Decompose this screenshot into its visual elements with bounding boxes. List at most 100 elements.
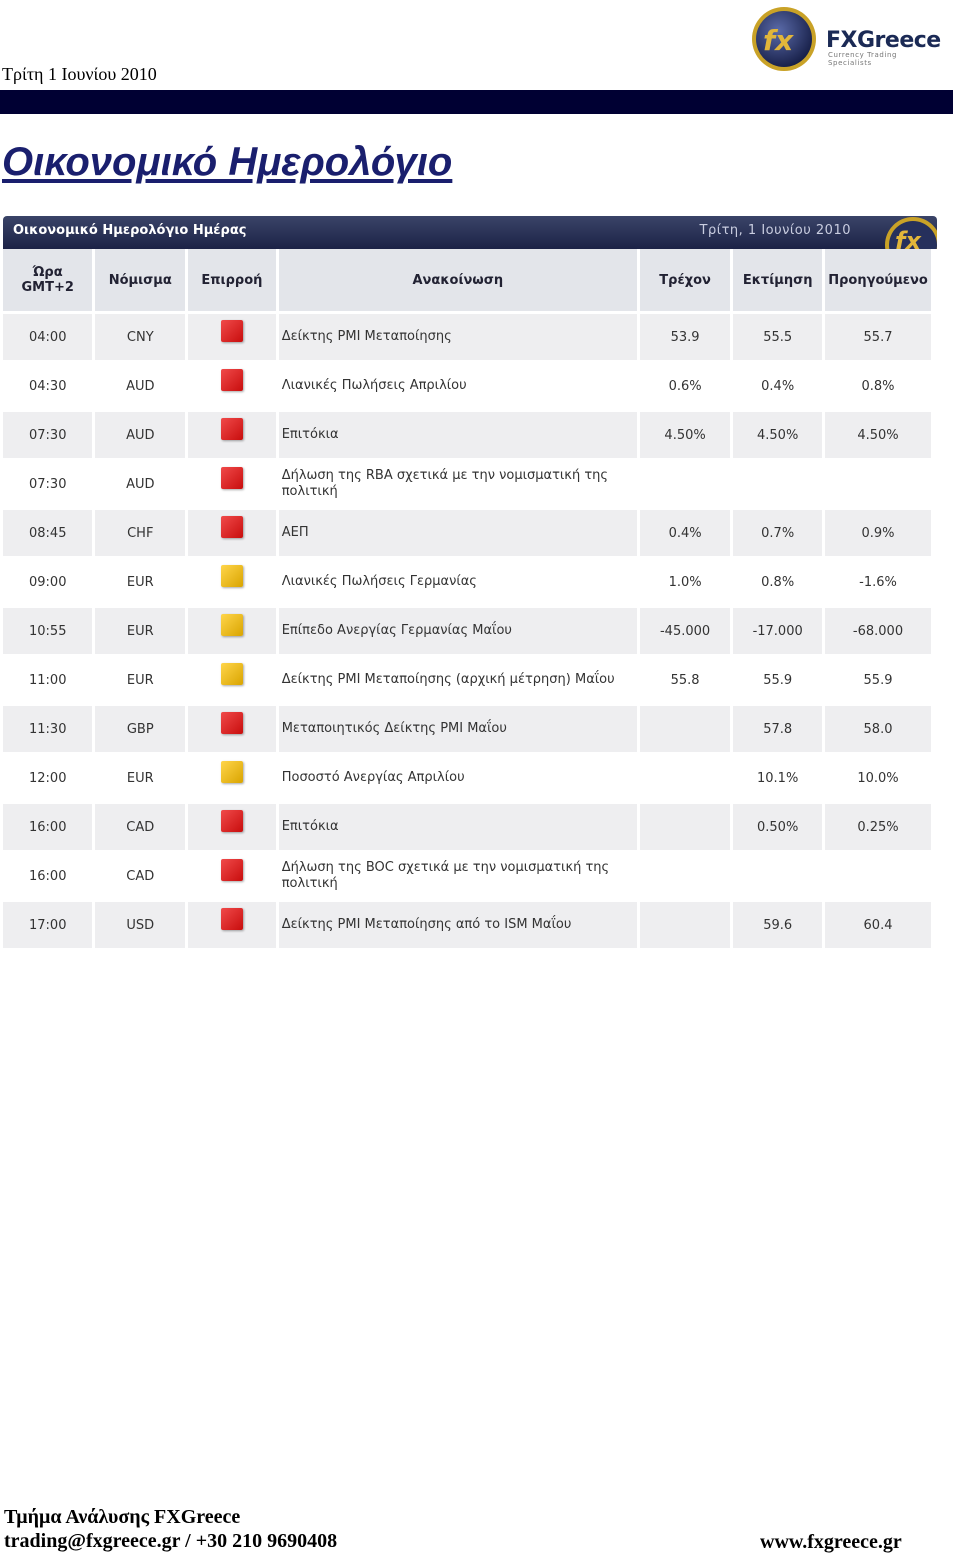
event-currency: EUR [95, 559, 186, 608]
event-currency: CAD [95, 804, 186, 853]
event-time: 16:00 [3, 853, 93, 902]
event-currency: AUD [95, 363, 186, 412]
calendar-rows: 04:00 CNY Δείκτης PMI Μεταποίησης 53.9 55.5 5… [3, 314, 931, 951]
event-currency: EUR [95, 755, 186, 804]
event-forecast: 4.50% [733, 412, 823, 461]
event-time: 17:00 [3, 902, 93, 951]
calendar-table: Ώρα GMT+2 Νόμισμα Επιρροή Ανακοίνωση Τρέ… [0, 249, 934, 951]
event-previous: 55.9 [825, 657, 931, 706]
event-forecast: -17.000 [733, 608, 823, 657]
table-row: 11:30 GBP Μεταποιητικός Δείκτης PMI Μαΐου 5… [3, 706, 931, 755]
event-currency: EUR [95, 608, 186, 657]
high-impact-icon [220, 859, 243, 881]
event-forecast [733, 853, 823, 902]
high-impact-icon [220, 908, 243, 930]
event-impact [188, 902, 276, 951]
svg-text:fx: fx [895, 227, 922, 249]
event-announcement: Λιανικές Πωλήσεις Απριλίου [278, 363, 637, 412]
event-impact [188, 657, 276, 706]
event-announcement: Ποσοστό Ανεργίας Απριλίου [278, 755, 637, 804]
medium-impact-icon [220, 761, 243, 783]
table-row: 09:00 EUR Λιανικές Πωλήσεις Γερμανίας 1.0% 0… [3, 559, 931, 608]
event-announcement: Δείκτης PMI Μεταποίησης (αρχική μέτρηση)… [278, 657, 637, 706]
event-impact [188, 559, 276, 608]
col-currency-header: Νόμισμα [95, 249, 186, 314]
medium-impact-icon [220, 663, 243, 685]
event-time: 12:00 [3, 755, 93, 804]
event-forecast: 0.4% [733, 363, 823, 412]
event-time: 16:00 [3, 804, 93, 853]
event-currency: GBP [95, 706, 186, 755]
col-previous-header: Προηγούμενο [825, 249, 931, 314]
event-impact [188, 755, 276, 804]
table-row: 04:30 AUD Λιανικές Πωλήσεις Απριλίου 0.6% 0.… [3, 363, 931, 412]
event-actual: 53.9 [639, 314, 731, 363]
high-impact-icon [220, 810, 243, 832]
event-previous: -1.6% [825, 559, 931, 608]
event-impact [188, 706, 276, 755]
table-row: 07:30 AUD Επιτόκια 4.50% 4.50% 4.50% [3, 412, 931, 461]
event-forecast: 0.7% [733, 510, 823, 559]
event-time: 08:45 [3, 510, 93, 559]
event-previous [825, 853, 931, 902]
fxgreece-logo: fx FXGreece Currency Trading Specialists [750, 4, 941, 74]
footer-contact: trading@fxgreece.gr / +30 210 9690408 [4, 1530, 338, 1552]
event-time: 10:55 [3, 608, 93, 657]
event-time: 09:00 [3, 559, 93, 608]
col-time-label: Ώρα [32, 265, 63, 280]
calendar-banner-title: Οικονομικό Ημερολόγιο Ημέρας [13, 223, 247, 238]
event-announcement: Δήλωση της BOC σχετικά με την νομισματικ… [278, 853, 637, 902]
event-impact [188, 510, 276, 559]
event-actual: -45.000 [639, 608, 731, 657]
col-announcement-header: Ανακοίνωση [278, 249, 637, 314]
table-row: 11:00 EUR Δείκτης PMI Μεταποίησης (αρχική … [3, 657, 931, 706]
table-row: 12:00 EUR Ποσοστό Ανεργίας Απριλίου 10.1% 10… [3, 755, 931, 804]
fx-emblem-icon: fx [752, 7, 816, 71]
event-forecast [733, 461, 823, 510]
calendar-banner: Οικονομικό Ημερολόγιο Ημέρας Τρίτη, 1 Ιο… [3, 216, 937, 249]
event-impact [188, 412, 276, 461]
event-actual [639, 755, 731, 804]
col-actual-header: Τρέχον [639, 249, 731, 314]
event-announcement: Λιανικές Πωλήσεις Γερμανίας [278, 559, 637, 608]
event-currency: AUD [95, 461, 186, 510]
event-announcement: Δήλωση της RBA σχετικά με την νομισματικ… [278, 461, 637, 510]
event-previous: 58.0 [825, 706, 931, 755]
event-time: 11:30 [3, 706, 93, 755]
event-impact [188, 461, 276, 510]
event-time: 07:30 [3, 461, 93, 510]
event-currency: CAD [95, 853, 186, 902]
event-actual [639, 902, 731, 951]
table-row: 16:00 CAD Δήλωση της BOC σχετικά με την νο… [3, 853, 931, 902]
high-impact-icon [220, 369, 243, 391]
event-currency: CHF [95, 510, 186, 559]
event-announcement: Επιτόκια [278, 804, 637, 853]
table-header-row: Ώρα GMT+2 Νόμισμα Επιρροή Ανακοίνωση Τρέ… [3, 249, 931, 314]
event-previous: 0.9% [825, 510, 931, 559]
calendar-banner-date: Τρίτη, 1 Ιουνίου 2010 [699, 223, 851, 238]
event-time: 07:30 [3, 412, 93, 461]
high-impact-icon [220, 516, 243, 538]
event-actual: 1.0% [639, 559, 731, 608]
event-currency: CNY [95, 314, 186, 363]
event-previous [825, 461, 931, 510]
event-actual [639, 706, 731, 755]
event-previous: 55.7 [825, 314, 931, 363]
event-previous: -68.000 [825, 608, 931, 657]
event-forecast: 0.8% [733, 559, 823, 608]
header-bar [0, 90, 953, 114]
event-impact [188, 608, 276, 657]
event-forecast: 55.5 [733, 314, 823, 363]
event-announcement: Επίπεδο Ανεργίας Γερμανίας Μαΐου [278, 608, 637, 657]
table-row: 07:30 AUD Δήλωση της RBA σχετικά με την νο… [3, 461, 931, 510]
high-impact-icon [220, 712, 243, 734]
event-actual [639, 804, 731, 853]
event-actual: 0.6% [639, 363, 731, 412]
event-time: 11:00 [3, 657, 93, 706]
event-previous: 60.4 [825, 902, 931, 951]
high-impact-icon [220, 467, 243, 489]
event-actual: 0.4% [639, 510, 731, 559]
high-impact-icon [220, 320, 243, 342]
col-time-header: Ώρα GMT+2 [3, 249, 93, 314]
page-title: Οικονομικό Ημερολόγιο [2, 140, 453, 184]
